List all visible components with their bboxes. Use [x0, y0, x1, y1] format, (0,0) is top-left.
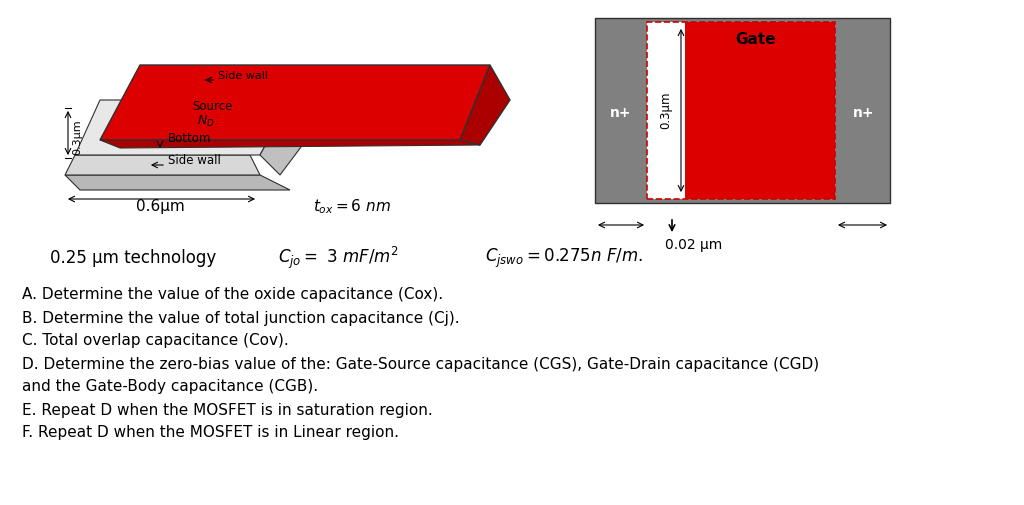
- Text: $C_{jswo}=0.275n\ F/m.$: $C_{jswo}=0.275n\ F/m.$: [485, 246, 643, 270]
- Text: Side wall: Side wall: [168, 155, 221, 168]
- Text: n+: n+: [853, 106, 874, 120]
- Bar: [647, 22, 685, 199]
- Polygon shape: [75, 100, 290, 155]
- Text: Bottom: Bottom: [168, 132, 211, 145]
- Text: and the Gate-Body capacitance (CGB).: and the Gate-Body capacitance (CGB).: [22, 379, 318, 394]
- Text: 0.02 μm: 0.02 μm: [665, 238, 722, 252]
- Text: $C_{jo}=\ 3\ mF/m^2$: $C_{jo}=\ 3\ mF/m^2$: [278, 245, 399, 271]
- Polygon shape: [65, 155, 260, 175]
- Text: B. Determine the value of total junction capacitance (Cj).: B. Determine the value of total junction…: [22, 311, 460, 326]
- Polygon shape: [100, 140, 480, 148]
- Polygon shape: [100, 65, 490, 140]
- Polygon shape: [65, 175, 290, 190]
- Text: Source: Source: [193, 100, 232, 114]
- Text: 0.3μm: 0.3μm: [72, 119, 82, 155]
- Text: A. Determine the value of the oxide capacitance (Cox).: A. Determine the value of the oxide capa…: [22, 287, 443, 302]
- Polygon shape: [460, 65, 510, 145]
- Text: n+: n+: [610, 106, 632, 120]
- Text: $N_D$: $N_D$: [197, 114, 215, 129]
- Text: 0.6μm: 0.6μm: [135, 199, 184, 215]
- Bar: [595, 18, 890, 203]
- Text: 0.3μm: 0.3μm: [659, 91, 673, 129]
- Text: Side wall: Side wall: [218, 71, 268, 81]
- Text: D. Determine the zero-bias value of the: Gate-Source capacitance (CGS), Gate-Dra: D. Determine the zero-bias value of the:…: [22, 357, 819, 372]
- Text: E. Repeat D when the MOSFET is in saturation region.: E. Repeat D when the MOSFET is in satura…: [22, 402, 433, 418]
- Text: $t_{ox}=6\ nm$: $t_{ox}=6\ nm$: [313, 197, 391, 216]
- Text: C. Total overlap capacitance (Cov).: C. Total overlap capacitance (Cov).: [22, 333, 289, 348]
- Text: Gate: Gate: [735, 31, 776, 46]
- Bar: [647, 22, 835, 199]
- Text: 0.25 μm technology: 0.25 μm technology: [50, 249, 216, 267]
- Polygon shape: [260, 100, 310, 175]
- Bar: [647, 22, 835, 199]
- Text: F. Repeat D when the MOSFET is in Linear region.: F. Repeat D when the MOSFET is in Linear…: [22, 426, 399, 440]
